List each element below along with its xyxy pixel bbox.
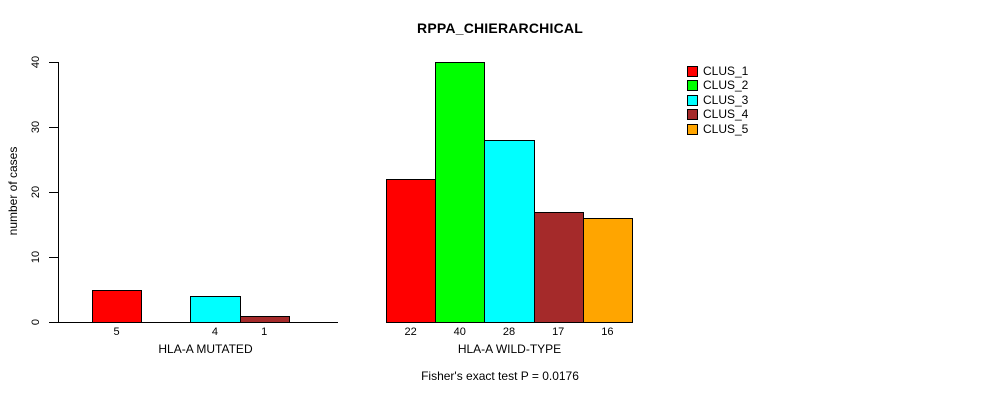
bar-value-label: 22: [404, 326, 417, 338]
bar-value-label: 16: [601, 326, 614, 338]
bar-value-label: 4: [211, 326, 219, 338]
bar-clus_2: [435, 62, 486, 323]
legend-label: CLUS_4: [703, 107, 749, 122]
bar-value-label: 40: [453, 326, 466, 338]
legend-swatch-clus_5: [687, 123, 698, 135]
y-tick: [49, 192, 58, 193]
legend-label: CLUS_5: [703, 121, 749, 136]
bar-clus_1: [92, 289, 143, 323]
bar-clus_1: [386, 179, 437, 323]
bar-value-label: 5: [113, 326, 120, 338]
bar-value-label: 17: [552, 326, 565, 338]
legend-swatch-clus_2: [687, 80, 698, 92]
legend-label: CLUS_1: [703, 63, 749, 78]
y-tick-label: 20: [30, 185, 42, 199]
y-tick-label: 30: [30, 120, 42, 134]
bar-clus_3: [484, 140, 535, 323]
y-tick: [49, 127, 58, 128]
y-tick: [49, 62, 58, 63]
chart-title: RPPA_CHIERARCHICAL: [417, 20, 583, 36]
x-group-label-wildtype: HLA-A WILD-TYPE: [457, 342, 562, 356]
bar-clus_4: [239, 315, 290, 323]
bar-clus_5: [582, 218, 633, 323]
y-axis-line: [58, 62, 59, 323]
annotation-text: Fisher's exact test P = 0.0176: [421, 369, 579, 383]
legend-swatch-clus_1: [687, 65, 698, 77]
y-tick-label: 10: [30, 250, 42, 264]
bar-clus_3: [190, 296, 241, 323]
legend-swatch-clus_3: [687, 94, 698, 106]
y-tick-label: 0: [30, 318, 42, 326]
legend-label: CLUS_3: [703, 92, 749, 107]
bar-value-label: 28: [502, 326, 516, 338]
x-group-label-mutated: HLA-A MUTATED: [158, 342, 253, 356]
bar-clus_4: [533, 211, 584, 323]
y-tick-label: 40: [30, 55, 42, 69]
legend-label: CLUS_2: [703, 78, 749, 93]
legend-swatch-clus_4: [687, 109, 698, 121]
y-tick: [49, 322, 58, 323]
y-tick: [49, 257, 58, 258]
bar-value-label: 1: [261, 326, 268, 338]
